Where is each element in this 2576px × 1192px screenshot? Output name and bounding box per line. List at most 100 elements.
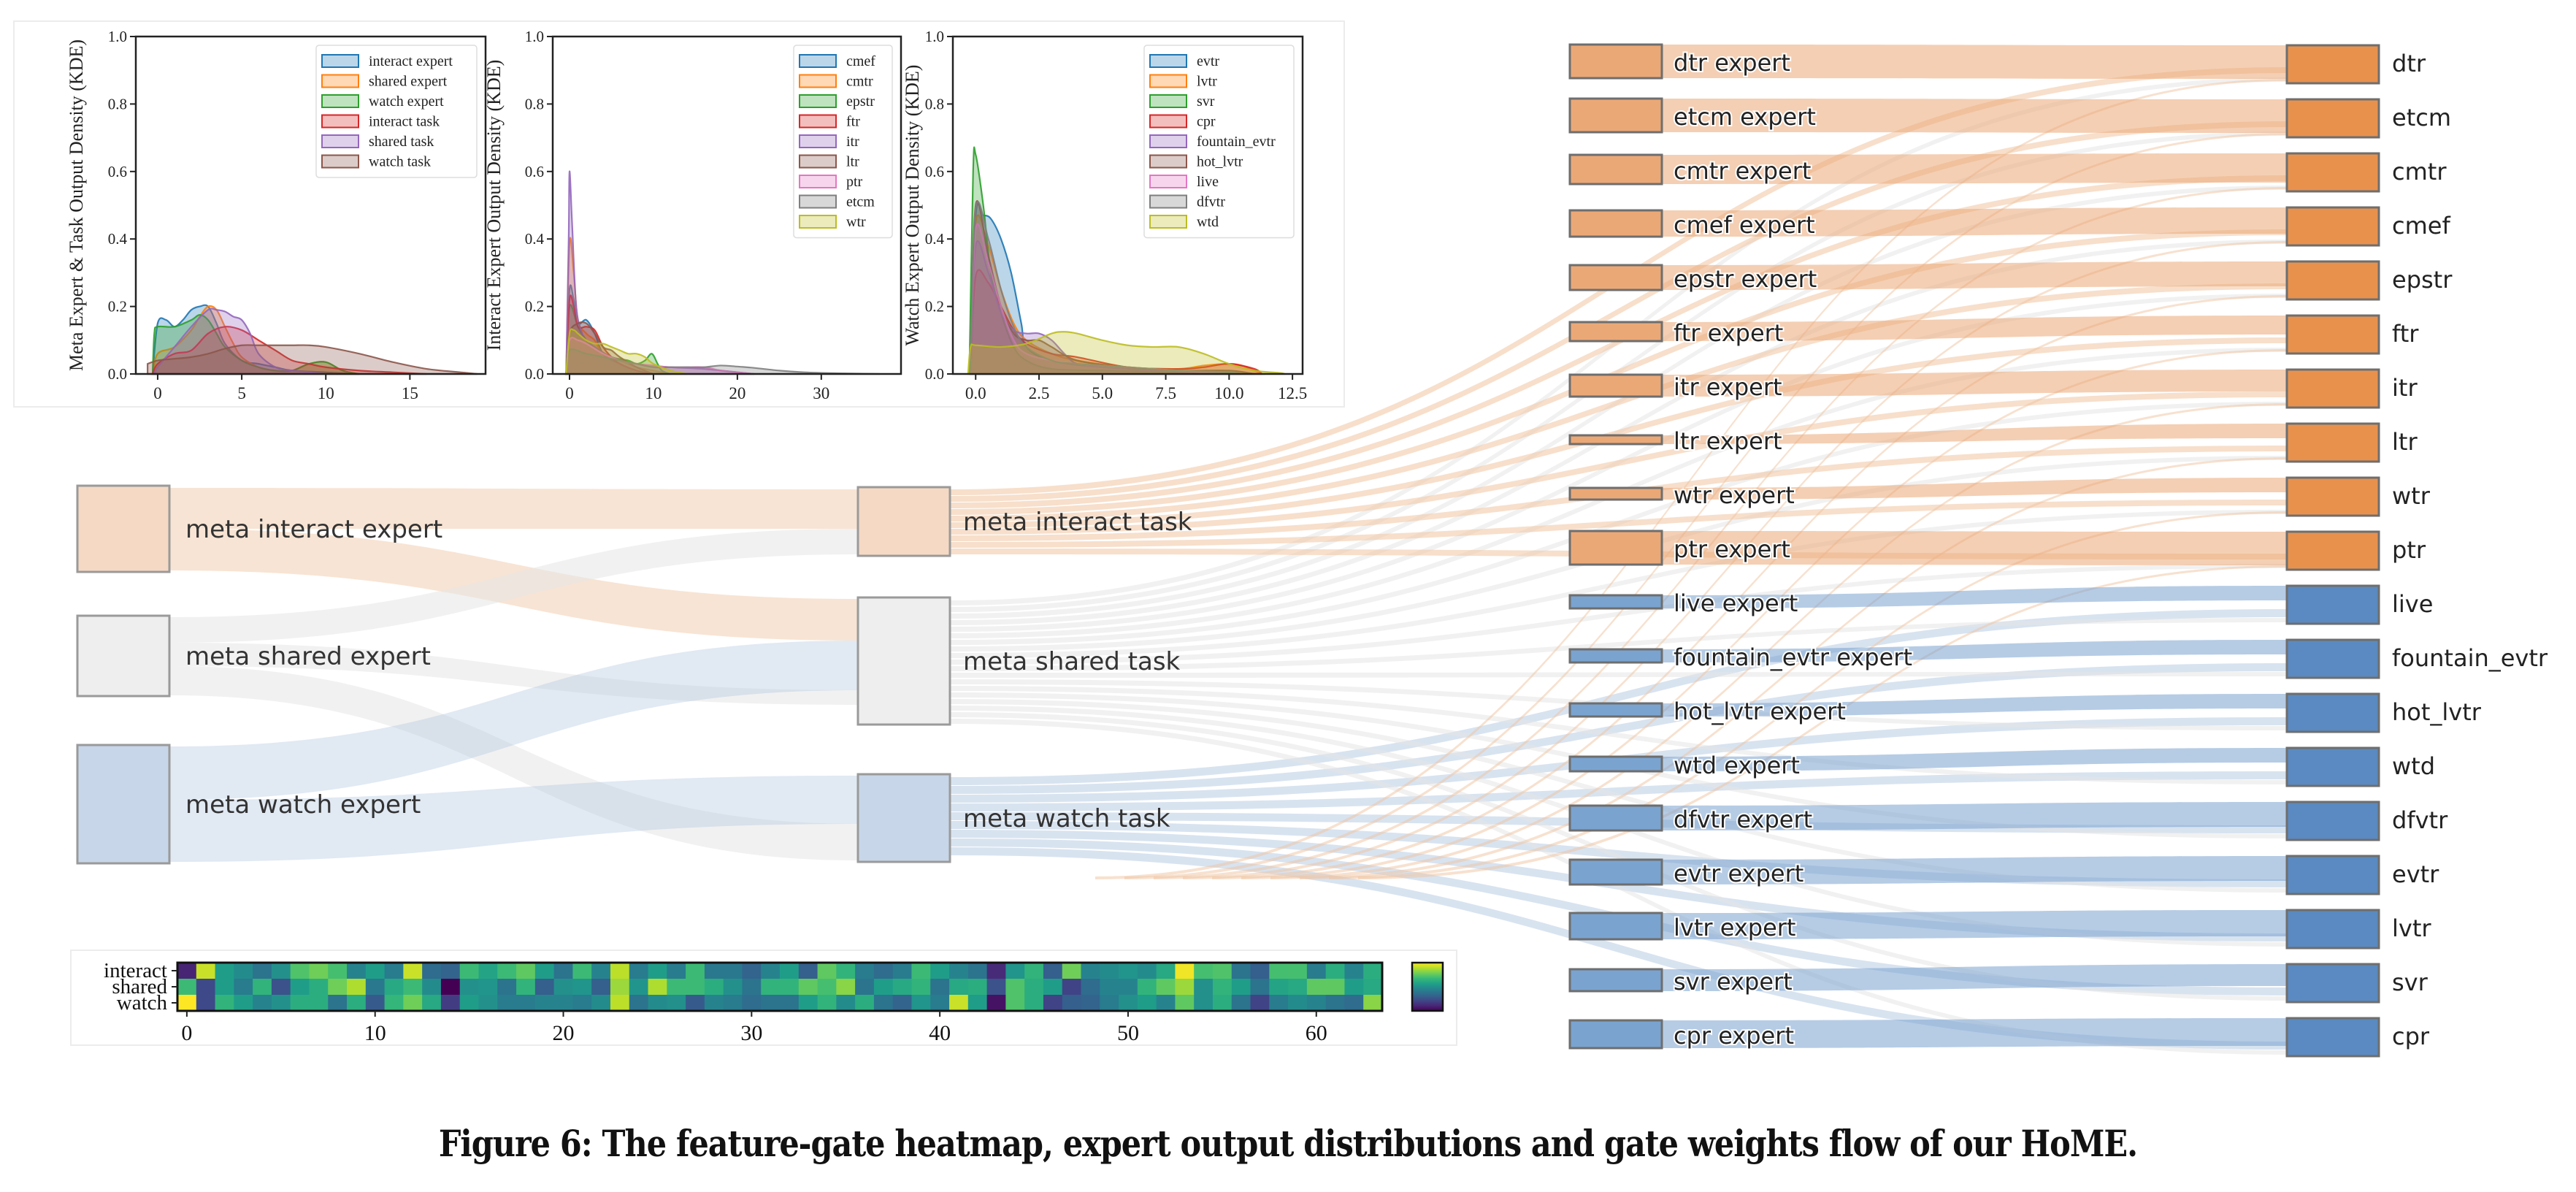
heatmap-cell <box>1024 995 1044 1012</box>
node-label: itr <box>2392 374 2418 402</box>
heatmap-cell <box>986 979 1006 996</box>
flow-meta-watch-expert-to-watch-task <box>169 776 858 862</box>
node-label: svr expert <box>1674 968 1793 996</box>
node-task-cpr <box>2285 1017 2380 1058</box>
node-label: meta interact expert <box>185 515 442 544</box>
node-label: epstr expert <box>1674 265 1817 293</box>
node-label: cmtr <box>2392 158 2447 186</box>
y-tick-label: 0.4 <box>925 230 945 248</box>
node-label: fountain_evtr expert <box>1674 643 1912 671</box>
flow-meta-shared-expert-to-interact-task <box>169 529 858 643</box>
kde-area-dfvtr <box>970 201 1242 375</box>
kde-area-watch-task <box>147 344 478 375</box>
legend-label: wtr <box>846 214 866 230</box>
heatmap-cell <box>986 995 1006 1012</box>
node-label: svr <box>2392 968 2429 996</box>
x-tick-label: 30 <box>813 384 829 402</box>
heatmap-cell <box>271 995 291 1012</box>
heatmap-cell <box>1175 979 1195 996</box>
node-task-ptr <box>2285 530 2380 571</box>
heatmap-cell <box>892 963 912 979</box>
kde-charts: 0.0 0.2 0.4 0.6 0.8 1.0 0 5 10 15 Meta Expert & Ta… <box>66 28 1307 402</box>
flow-evtr-expert <box>1662 856 2287 885</box>
node-label: dfvtr expert <box>1674 806 1812 833</box>
x-tick-label: 0.0 <box>965 384 986 402</box>
node-label: lvtr expert <box>1674 914 1795 941</box>
heatmap-cell <box>591 963 611 979</box>
node-label: meta interact task <box>963 508 1192 537</box>
y-tick-label: 0.8 <box>525 95 544 112</box>
legend-label: ltr <box>846 154 859 170</box>
heatmap-cell <box>1325 963 1345 979</box>
flow-interact-task-to-cmef <box>950 229 2287 515</box>
heatmap-cell <box>309 995 329 1012</box>
legend-label: hot_lvtr <box>1197 154 1243 170</box>
kde-area-interact-task <box>151 326 427 375</box>
kde-area-wtr <box>565 328 688 375</box>
heatmap-cell <box>328 963 348 979</box>
heatmap-cell <box>911 979 931 996</box>
heatmap-cell <box>836 963 856 979</box>
heatmap-cell <box>610 963 630 979</box>
heatmap-cell <box>967 995 988 1012</box>
node-meta-shared-task <box>856 596 951 726</box>
legend-box <box>315 45 478 178</box>
heatmap-cell <box>723 963 743 979</box>
y-tick-label: 0.2 <box>525 298 544 316</box>
node-task-wtd <box>2285 746 2380 787</box>
heatmap-cell <box>780 963 800 979</box>
node-label: cpr <box>2392 1023 2430 1050</box>
heatmap-cell <box>365 963 386 979</box>
heatmap-cell <box>177 963 197 979</box>
flow-cross-dtr <box>1095 79 2287 879</box>
heatmap-x-tick-label: 0 <box>181 1021 192 1045</box>
heatmap-cell <box>1137 995 1157 1012</box>
heatmap-cell <box>1194 979 1214 996</box>
flow-shared-task-to-cpr <box>950 719 2287 1055</box>
heatmap-cell <box>798 995 819 1012</box>
legend-label: lvtr <box>1197 74 1217 90</box>
kde-panel-frame <box>13 20 1345 408</box>
flow-dtr-expert <box>1662 45 2287 79</box>
flow-interact-task-to-itr <box>950 391 2287 535</box>
node-meta-interact-task <box>856 486 951 557</box>
node-label: meta shared task <box>963 647 1181 676</box>
heatmap-cell <box>1119 963 1138 979</box>
heatmap-cell <box>911 963 931 979</box>
node-task-cmef <box>2285 206 2380 247</box>
heatmap-cell <box>403 995 423 1012</box>
heatmap-cell <box>459 963 479 979</box>
heatmap-cell <box>384 979 404 996</box>
node-hot_lvtr-expert <box>1568 702 1663 718</box>
heatmap-cell <box>855 995 875 1012</box>
x-tick-label: 5.0 <box>1092 384 1113 402</box>
flow-cmtr-expert <box>1662 153 2287 184</box>
heatmap-cell <box>534 995 555 1012</box>
flow-lvtr-expert <box>1662 910 2287 939</box>
node-svr-expert <box>1568 968 1663 993</box>
heatmap-cell <box>271 979 291 996</box>
heatmap-cell <box>1363 979 1383 996</box>
legend-swatch <box>321 134 359 148</box>
node-label: live <box>2392 590 2433 618</box>
heatmap-cell <box>723 979 743 996</box>
heatmap-cell <box>497 979 517 996</box>
node-label: hot_lvtr expert <box>1674 698 1846 725</box>
heatmap-cell <box>1005 963 1025 979</box>
heatmap-cell <box>742 979 762 996</box>
heatmap-cell <box>1043 963 1063 979</box>
heatmap-cell <box>365 995 386 1012</box>
heatmap-cell <box>798 963 819 979</box>
node-task-etcm <box>2285 98 2380 139</box>
legend-swatch <box>799 194 837 209</box>
heatmap-cell <box>440 963 461 979</box>
node-label: cmtr expert <box>1674 157 1811 185</box>
heatmap-cell <box>1100 995 1119 1012</box>
heatmap-x-tick-label: 40 <box>929 1021 951 1045</box>
heatmap-cell <box>629 979 649 996</box>
heatmap-cell <box>1043 979 1063 996</box>
plot-frame <box>134 35 487 375</box>
x-tick-label: 10.0 <box>1214 384 1243 402</box>
heatmap-cell <box>1288 979 1308 996</box>
